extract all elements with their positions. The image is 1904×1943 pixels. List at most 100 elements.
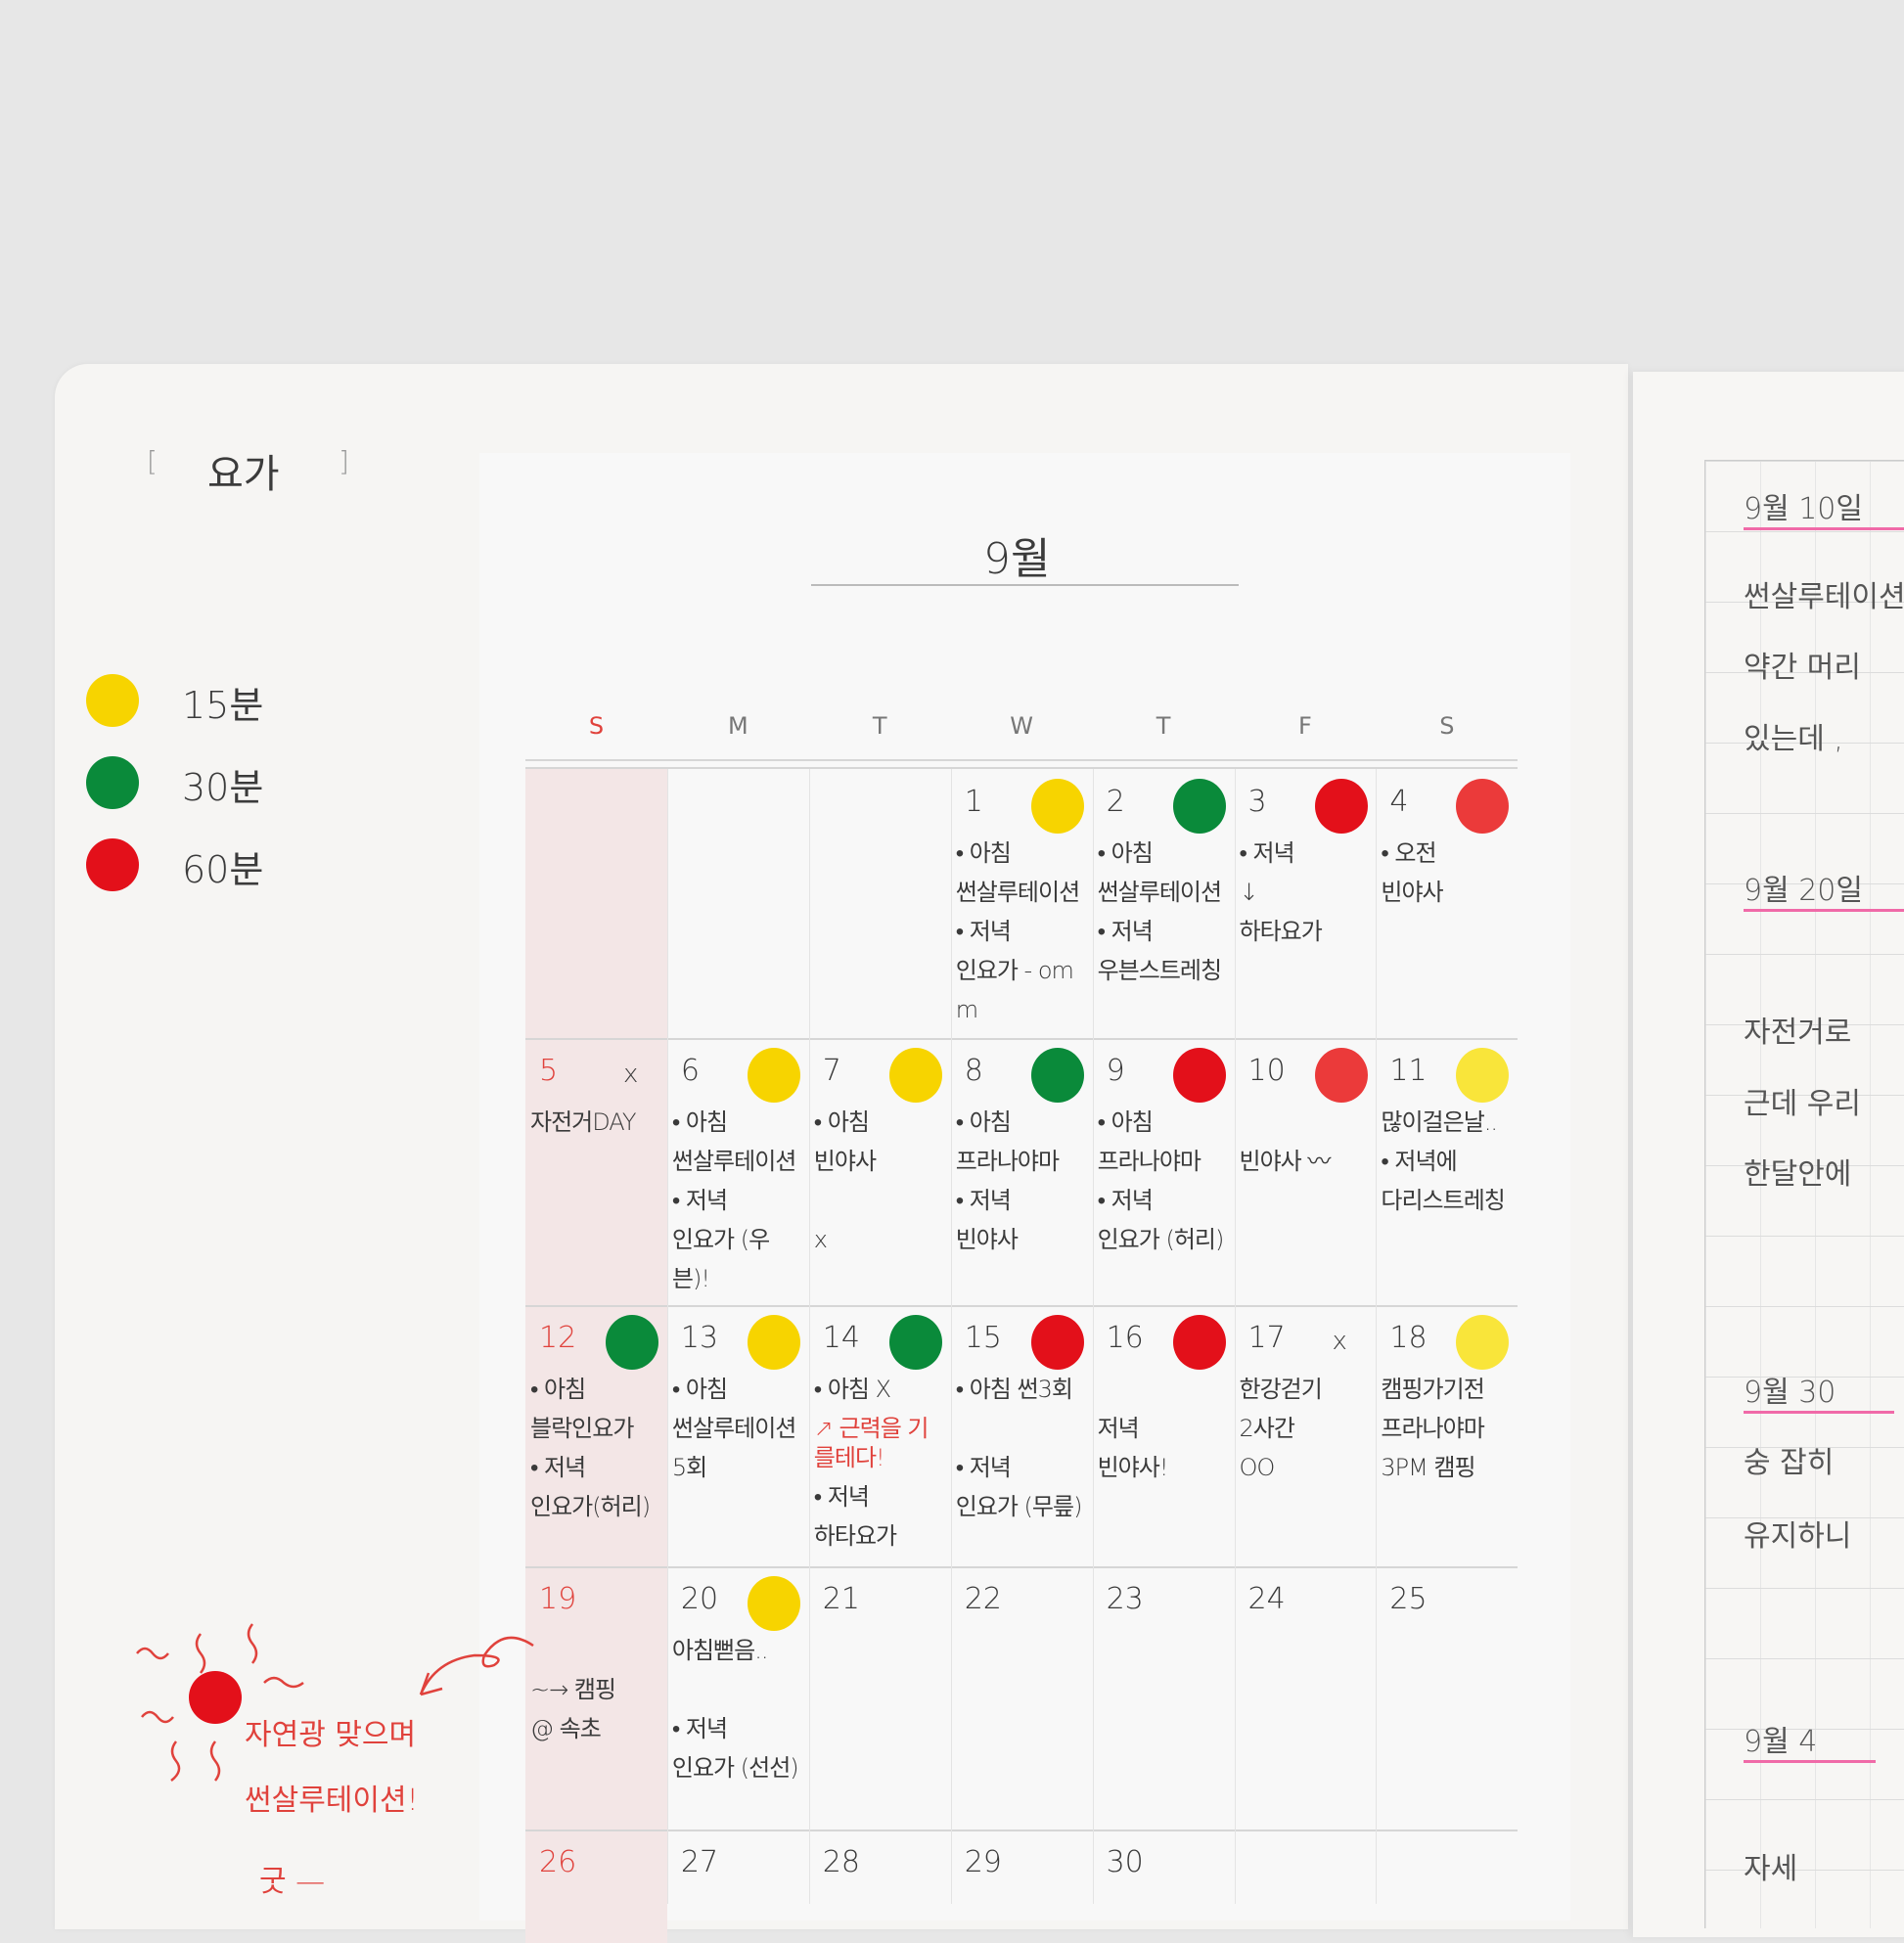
day-number: 13: [680, 1321, 719, 1355]
day-cell: 28: [809, 1830, 951, 1904]
day-cell: 8 • 아침 프라나야마 • 저녁 빈야사: [951, 1038, 1093, 1305]
day-note: 썬살루테이션: [955, 879, 1080, 906]
weekday-header: M: [727, 712, 748, 740]
sticker-dot: [1456, 779, 1510, 834]
day-notes: • 아침 썬살루테이션 • 저녁 인요가 - omm: [956, 834, 1089, 1029]
journal-line: 약간 머리: [1744, 651, 1861, 685]
day-note: • 아침: [671, 1108, 728, 1136]
legend-label: 30분: [182, 766, 264, 809]
sticker-dot: [1030, 779, 1084, 834]
day-notes: 캠핑가기전 프라나야마 3PM 캠핑: [1381, 1370, 1514, 1487]
journal-line: 있는데 ,: [1744, 722, 1843, 756]
day-cell: 25: [1376, 1566, 1518, 1830]
day-note: 썬살루테이션: [671, 1415, 796, 1442]
arrow-head-icon: [419, 1672, 443, 1696]
sun-rays-icon: [136, 1623, 304, 1782]
day-number: 16: [1106, 1321, 1144, 1355]
day-number: 27: [680, 1845, 719, 1879]
day-notes: 아침뻗음.. • 저녁 인요가 (선선): [672, 1631, 805, 1787]
day-number: 21: [822, 1582, 860, 1616]
weekday-header: F: [1298, 712, 1312, 740]
day-cell: 4 • 오전 빈야사: [1376, 769, 1518, 1038]
day-cell: 7 • 아침 빈야사 x: [809, 1038, 951, 1305]
day-cell: 29: [951, 1830, 1093, 1904]
day-cell: 26: [525, 1830, 667, 1904]
day-number: 4: [1389, 785, 1409, 819]
day-cell: 17 x 한강걷기 2사간 OO: [1235, 1305, 1377, 1566]
weekday-header: T: [1156, 712, 1171, 740]
day-number: 20: [680, 1582, 719, 1616]
day-note: 프라나야마: [955, 1148, 1060, 1175]
day-note: ↓: [1239, 879, 1259, 906]
weekday-header: W: [1010, 712, 1033, 740]
day-note: 3PM 캠핑: [1381, 1454, 1475, 1481]
day-note: 프라나야마: [1381, 1415, 1484, 1442]
day-note: 빈야사!: [1097, 1454, 1169, 1481]
day-note: 인요가 (무릎): [955, 1493, 1083, 1520]
day-note: ~→ 캠핑: [530, 1676, 616, 1703]
day-note: • 저녁: [1097, 918, 1154, 945]
day-number: 26: [539, 1845, 577, 1879]
day-notes: • 아침 X ↗ 근력을 기를테다! • 저녁 하타요가: [814, 1370, 947, 1556]
column-divider: [808, 769, 810, 1904]
sticker-dot: [888, 1048, 942, 1103]
day-cell: 16 저녁 빈야사!: [1093, 1305, 1235, 1566]
day-note: 우븐스트레칭: [1097, 957, 1222, 984]
day-notes: 빈야사 〰: [1240, 1103, 1373, 1181]
day-note: 프라나야마: [1097, 1148, 1201, 1175]
day-notes: ~→ 캠핑 @ 속초: [530, 1631, 663, 1748]
day-note: 자전거DAY: [530, 1108, 637, 1136]
grid-paper: [1704, 460, 1904, 1928]
day-note: 빈야사: [813, 1148, 877, 1175]
sticker-dot: [1172, 1315, 1226, 1370]
day-notes: • 아침 썬살루테이션 • 저녁 인요가 (우븐)!: [672, 1103, 805, 1298]
day-number: 22: [964, 1582, 1002, 1616]
day-note: 빈야사 〰: [1239, 1148, 1332, 1175]
day-number: 12: [539, 1321, 577, 1355]
day-number: 7: [822, 1054, 841, 1088]
sticker-dot: [1456, 1315, 1510, 1370]
day-note: • 아침: [1097, 1108, 1154, 1136]
journal-line: 자전거로: [1744, 1016, 1852, 1050]
weekday-header: S: [588, 712, 605, 740]
day-number: 11: [1389, 1054, 1428, 1088]
day-notes: • 아침 프라나야마 • 저녁 빈야사: [956, 1103, 1089, 1259]
day-notes: • 아침 블락인요가 • 저녁 인요가(허리): [530, 1370, 663, 1526]
day-number: 17: [1247, 1321, 1286, 1355]
day-cell: 24: [1235, 1566, 1377, 1830]
day-number: 23: [1106, 1582, 1144, 1616]
day-note: 빈야사: [955, 1226, 1019, 1253]
sun-sticker: [189, 1671, 242, 1724]
sticker-dot: [747, 1048, 800, 1103]
column-divider: [1234, 769, 1236, 1904]
legend-label: 15분: [182, 684, 264, 727]
legend-sticker: [86, 756, 139, 809]
day-notes: • 오전 빈야사: [1381, 834, 1514, 912]
day-note: • 저녁: [671, 1187, 728, 1214]
header-rule: [525, 767, 1518, 769]
week-divider: [525, 1038, 1518, 1040]
skip-mark: x: [1332, 1327, 1347, 1356]
day-note: @ 속초: [530, 1715, 602, 1742]
weekday-header: S: [1439, 712, 1455, 740]
day-number: 18: [1389, 1321, 1428, 1355]
day-note: 다리스트레칭: [1381, 1187, 1505, 1214]
column-divider: [666, 769, 668, 1904]
day-number: 14: [822, 1321, 860, 1355]
day-notes: • 아침 썬3회 • 저녁 인요가 (무릎): [956, 1370, 1089, 1526]
day-notes: 많이걸은날.. • 저녁에 다리스트레칭: [1381, 1103, 1514, 1220]
day-note: • 저녁: [955, 1187, 1012, 1214]
annotation-line-3: 굿 —: [259, 1865, 326, 1899]
weekday-header: T: [872, 712, 887, 740]
day-cell: 30: [1093, 1830, 1235, 1904]
day-cell: 5 x 자전거DAY: [525, 1038, 667, 1305]
skip-mark: x: [623, 1060, 639, 1089]
day-number: 29: [964, 1845, 1002, 1879]
day-number: 25: [1389, 1582, 1428, 1616]
journal-date-heading: 9월 20일: [1744, 866, 1904, 912]
day-cell: 23: [1093, 1566, 1235, 1830]
day-number: 3: [1247, 785, 1267, 819]
day-number: 1: [964, 785, 983, 819]
day-note: • 저녁: [955, 918, 1012, 945]
day-note: • 아침 썬3회: [955, 1376, 1073, 1403]
